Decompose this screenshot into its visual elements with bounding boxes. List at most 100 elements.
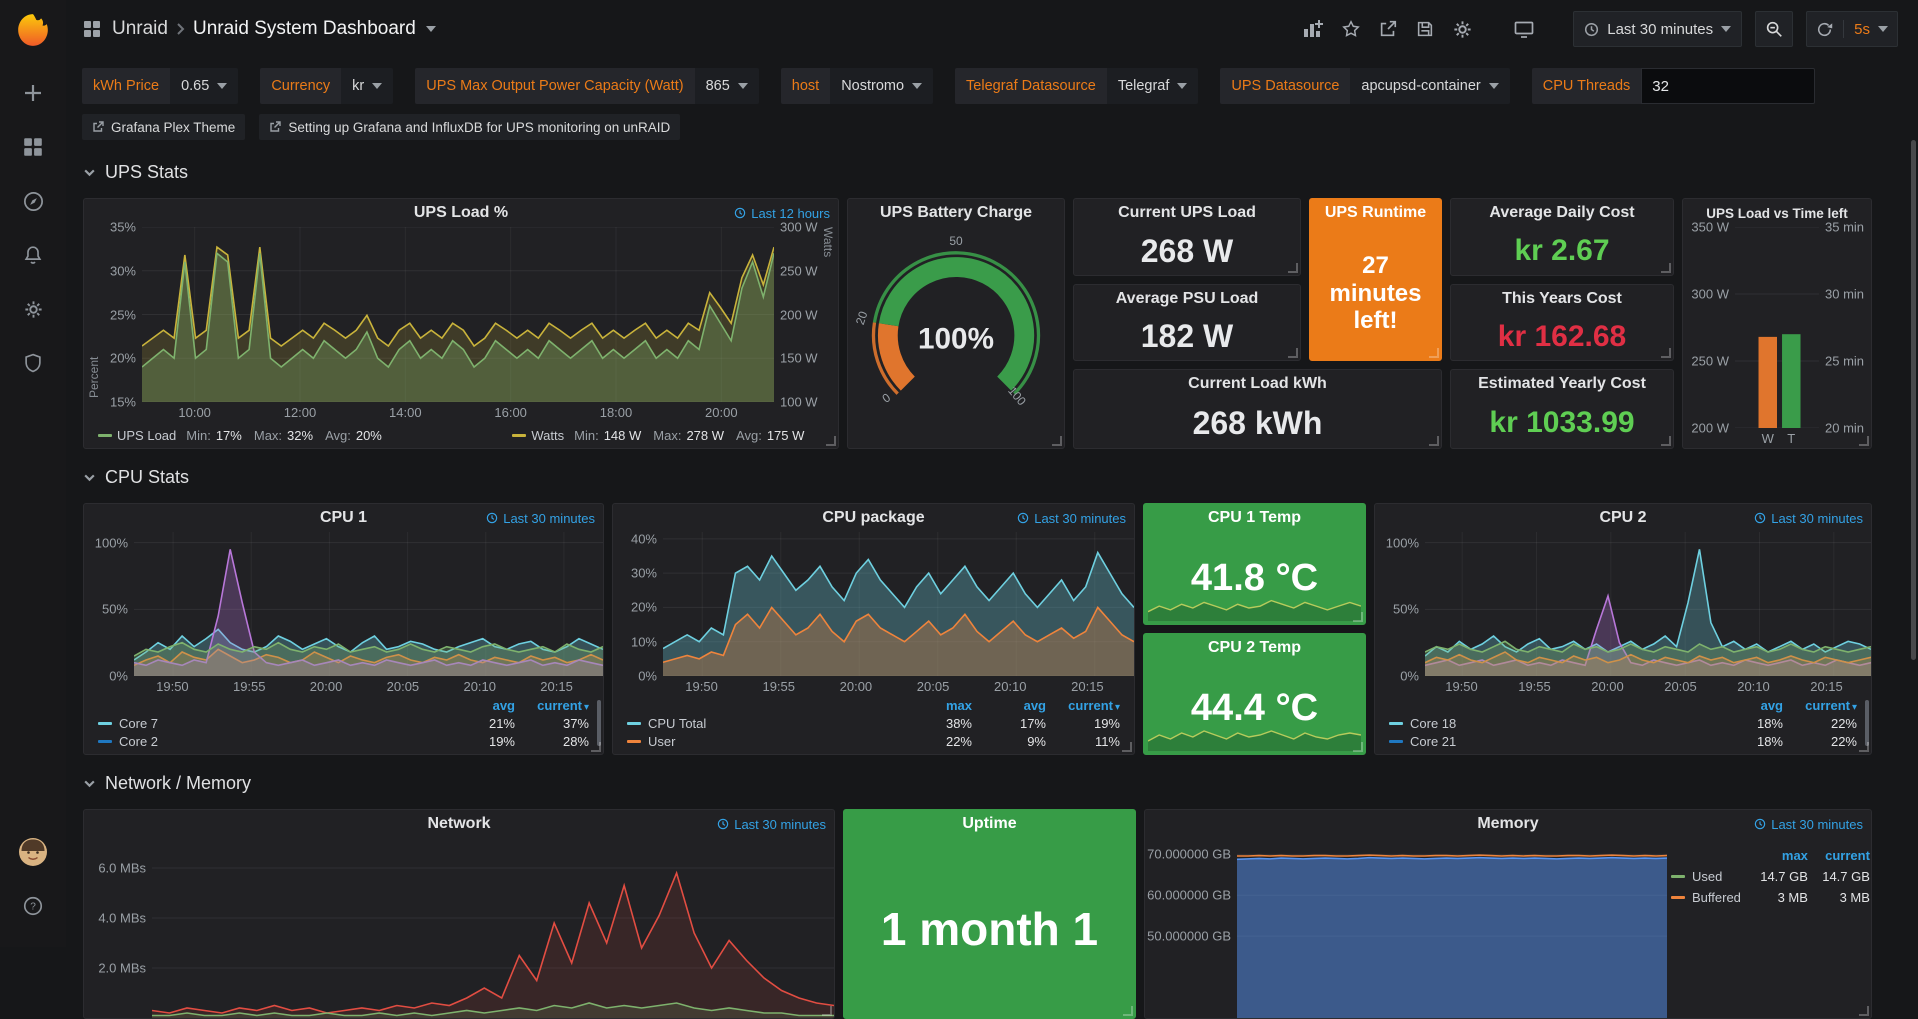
legend-header-current[interactable]: current <box>1808 848 1870 863</box>
server-admin-shield-icon[interactable] <box>12 342 54 384</box>
legend-header-current[interactable]: current▾ <box>1046 698 1120 713</box>
legend-header-current[interactable]: current▾ <box>1783 698 1857 713</box>
panel-title-ups-battery-charge[interactable]: UPS Battery Charge <box>848 199 1064 227</box>
panel-title-cpu-2-temp[interactable]: CPU 2 Temp <box>1144 634 1365 662</box>
panel-resize-handle[interactable] <box>1052 436 1062 446</box>
legend-item[interactable]: CPU Total <box>627 716 898 731</box>
time-range-picker[interactable]: Last 30 minutes <box>1573 11 1742 47</box>
panel-resize-handle[interactable] <box>1859 1006 1869 1016</box>
dashboard-link-grafana-plex-theme[interactable]: Grafana Plex Theme <box>82 114 245 140</box>
panel-title-ups-runtime[interactable]: UPS Runtime <box>1310 199 1441 227</box>
breadcrumb-folder[interactable]: Unraid <box>112 18 168 40</box>
panel-resize-handle[interactable] <box>1353 612 1363 622</box>
gauge-threshold-label: 50 <box>949 234 962 248</box>
share-button[interactable] <box>1376 17 1400 41</box>
panel-title-average-psu-load[interactable]: Average PSU Load <box>1074 285 1300 313</box>
refresh-icon[interactable] <box>1816 21 1833 38</box>
legend-header-max[interactable]: max <box>898 698 972 713</box>
alerting-bell-icon[interactable] <box>12 234 54 276</box>
legend-item[interactable]: Core 21 <box>1389 734 1709 749</box>
axis-tick: 15% <box>110 395 136 410</box>
page-scrollbar[interactable] <box>1911 140 1916 660</box>
legend-scrollbar[interactable] <box>597 700 601 746</box>
legend-header-avg[interactable]: avg <box>441 698 515 713</box>
panel-resize-handle[interactable] <box>591 742 601 752</box>
panel-resize-handle[interactable] <box>1122 742 1132 752</box>
variable-kwh-price-value[interactable]: 0.65 <box>170 68 238 104</box>
panel-resize-handle[interactable] <box>826 436 836 446</box>
panel-title-this-years-cost[interactable]: This Years Cost <box>1451 285 1673 313</box>
legend-item[interactable]: Core 2 <box>98 734 441 749</box>
breadcrumb-dashboard-title[interactable]: Unraid System Dashboard <box>193 18 416 40</box>
legend-item[interactable]: Used <box>1671 869 1746 884</box>
axis-tick: 70.000000 GB <box>1147 847 1231 862</box>
panel-title-network[interactable]: Network Last 30 minutes <box>84 810 834 838</box>
panel-resize-handle[interactable] <box>1859 742 1869 752</box>
dashboards-icon[interactable] <box>12 126 54 168</box>
average-daily-cost-value: kr 2.67 <box>1514 234 1609 268</box>
panel-title-current-load-kwh[interactable]: Current Load kWh <box>1074 370 1441 398</box>
refresh-control[interactable]: 5s <box>1806 11 1898 47</box>
section-cpu-stats[interactable]: CPU Stats <box>83 457 1918 497</box>
cpu-threads-input[interactable] <box>1641 68 1815 104</box>
tv-kiosk-button[interactable] <box>1511 16 1537 42</box>
configuration-gear-icon[interactable] <box>12 288 54 330</box>
legend-header-max[interactable]: max <box>1746 848 1808 863</box>
variable-ups-max-output-value[interactable]: 865 <box>695 68 759 104</box>
x-axis-tick: 20:00 <box>705 405 738 420</box>
refresh-caret-icon[interactable] <box>1878 26 1888 32</box>
help-icon[interactable]: ? <box>12 885 54 927</box>
legend-item[interactable]: Buffered <box>1671 890 1746 905</box>
panel-title-current-ups-load[interactable]: Current UPS Load <box>1074 199 1300 227</box>
panel-title-cpu-package[interactable]: CPU package Last 30 minutes <box>613 504 1134 532</box>
panel-resize-handle[interactable] <box>1661 436 1671 446</box>
panel-resize-handle[interactable] <box>1661 348 1671 358</box>
legend-header-avg[interactable]: avg <box>1709 698 1783 713</box>
panel-resize-handle[interactable] <box>1661 263 1671 273</box>
panel-title-estimated-yearly-cost[interactable]: Estimated Yearly Cost <box>1451 370 1673 398</box>
grafana-logo[interactable] <box>11 8 55 52</box>
panel-title-average-daily-cost[interactable]: Average Daily Cost <box>1451 199 1673 227</box>
refresh-interval-label[interactable]: 5s <box>1854 21 1870 38</box>
dashboard-grid-icon[interactable] <box>82 19 102 39</box>
legend-scrollbar[interactable] <box>1865 700 1869 746</box>
panel-resize-handle[interactable] <box>1353 742 1363 752</box>
legend-item[interactable]: Core 18 <box>1389 716 1709 731</box>
panel-resize-handle[interactable] <box>1429 348 1439 358</box>
explore-icon[interactable] <box>12 180 54 222</box>
axis-tick: 300 W <box>780 220 818 235</box>
legend-header-current[interactable]: current▾ <box>515 698 589 713</box>
star-button[interactable] <box>1339 17 1363 41</box>
panel-resize-handle[interactable] <box>1288 263 1298 273</box>
panel-title-cpu-1-temp[interactable]: CPU 1 Temp <box>1144 504 1365 532</box>
settings-gear-button[interactable] <box>1450 17 1475 42</box>
user-avatar[interactable] <box>12 831 54 873</box>
panel-resize-handle[interactable] <box>1288 348 1298 358</box>
panel-title-uptime[interactable]: Uptime <box>844 810 1135 838</box>
dashboard-title-caret-icon[interactable] <box>426 26 436 32</box>
section-network-memory[interactable]: Network / Memory <box>83 763 1918 803</box>
panel-resize-handle[interactable] <box>1429 436 1439 446</box>
create-icon[interactable] <box>12 72 54 114</box>
panel-title-cpu-1[interactable]: CPU 1 Last 30 minutes <box>84 504 603 532</box>
panel-title-memory[interactable]: Memory Last 30 minutes <box>1145 810 1871 838</box>
legend-item[interactable]: Core 7 <box>98 716 441 731</box>
section-ups-stats[interactable]: UPS Stats <box>83 152 1918 192</box>
panel-title-ups-load[interactable]: UPS Load % Last 12 hours <box>84 199 838 227</box>
add-panel-button[interactable] <box>1300 16 1326 42</box>
variable-currency-value[interactable]: kr <box>341 68 393 104</box>
zoom-out-button[interactable] <box>1755 11 1793 47</box>
panel-resize-handle[interactable] <box>1123 1006 1133 1016</box>
legend-header-avg[interactable]: avg <box>972 698 1046 713</box>
panel-resize-handle[interactable] <box>1859 436 1869 446</box>
variable-host-value[interactable]: Nostromo <box>830 68 933 104</box>
save-button[interactable] <box>1413 17 1437 41</box>
variable-telegraf-datasource-value[interactable]: Telegraf <box>1107 68 1199 104</box>
dashboard-link-ups-monitoring-guide[interactable]: Setting up Grafana and InfluxDB for UPS … <box>259 114 680 140</box>
variable-ups-datasource-value[interactable]: apcupsd-container <box>1350 68 1509 104</box>
panel-resize-handle[interactable] <box>822 1006 832 1016</box>
legend-item[interactable]: User <box>627 734 898 749</box>
panel-title-cpu-2[interactable]: CPU 2 Last 30 minutes <box>1375 504 1871 532</box>
